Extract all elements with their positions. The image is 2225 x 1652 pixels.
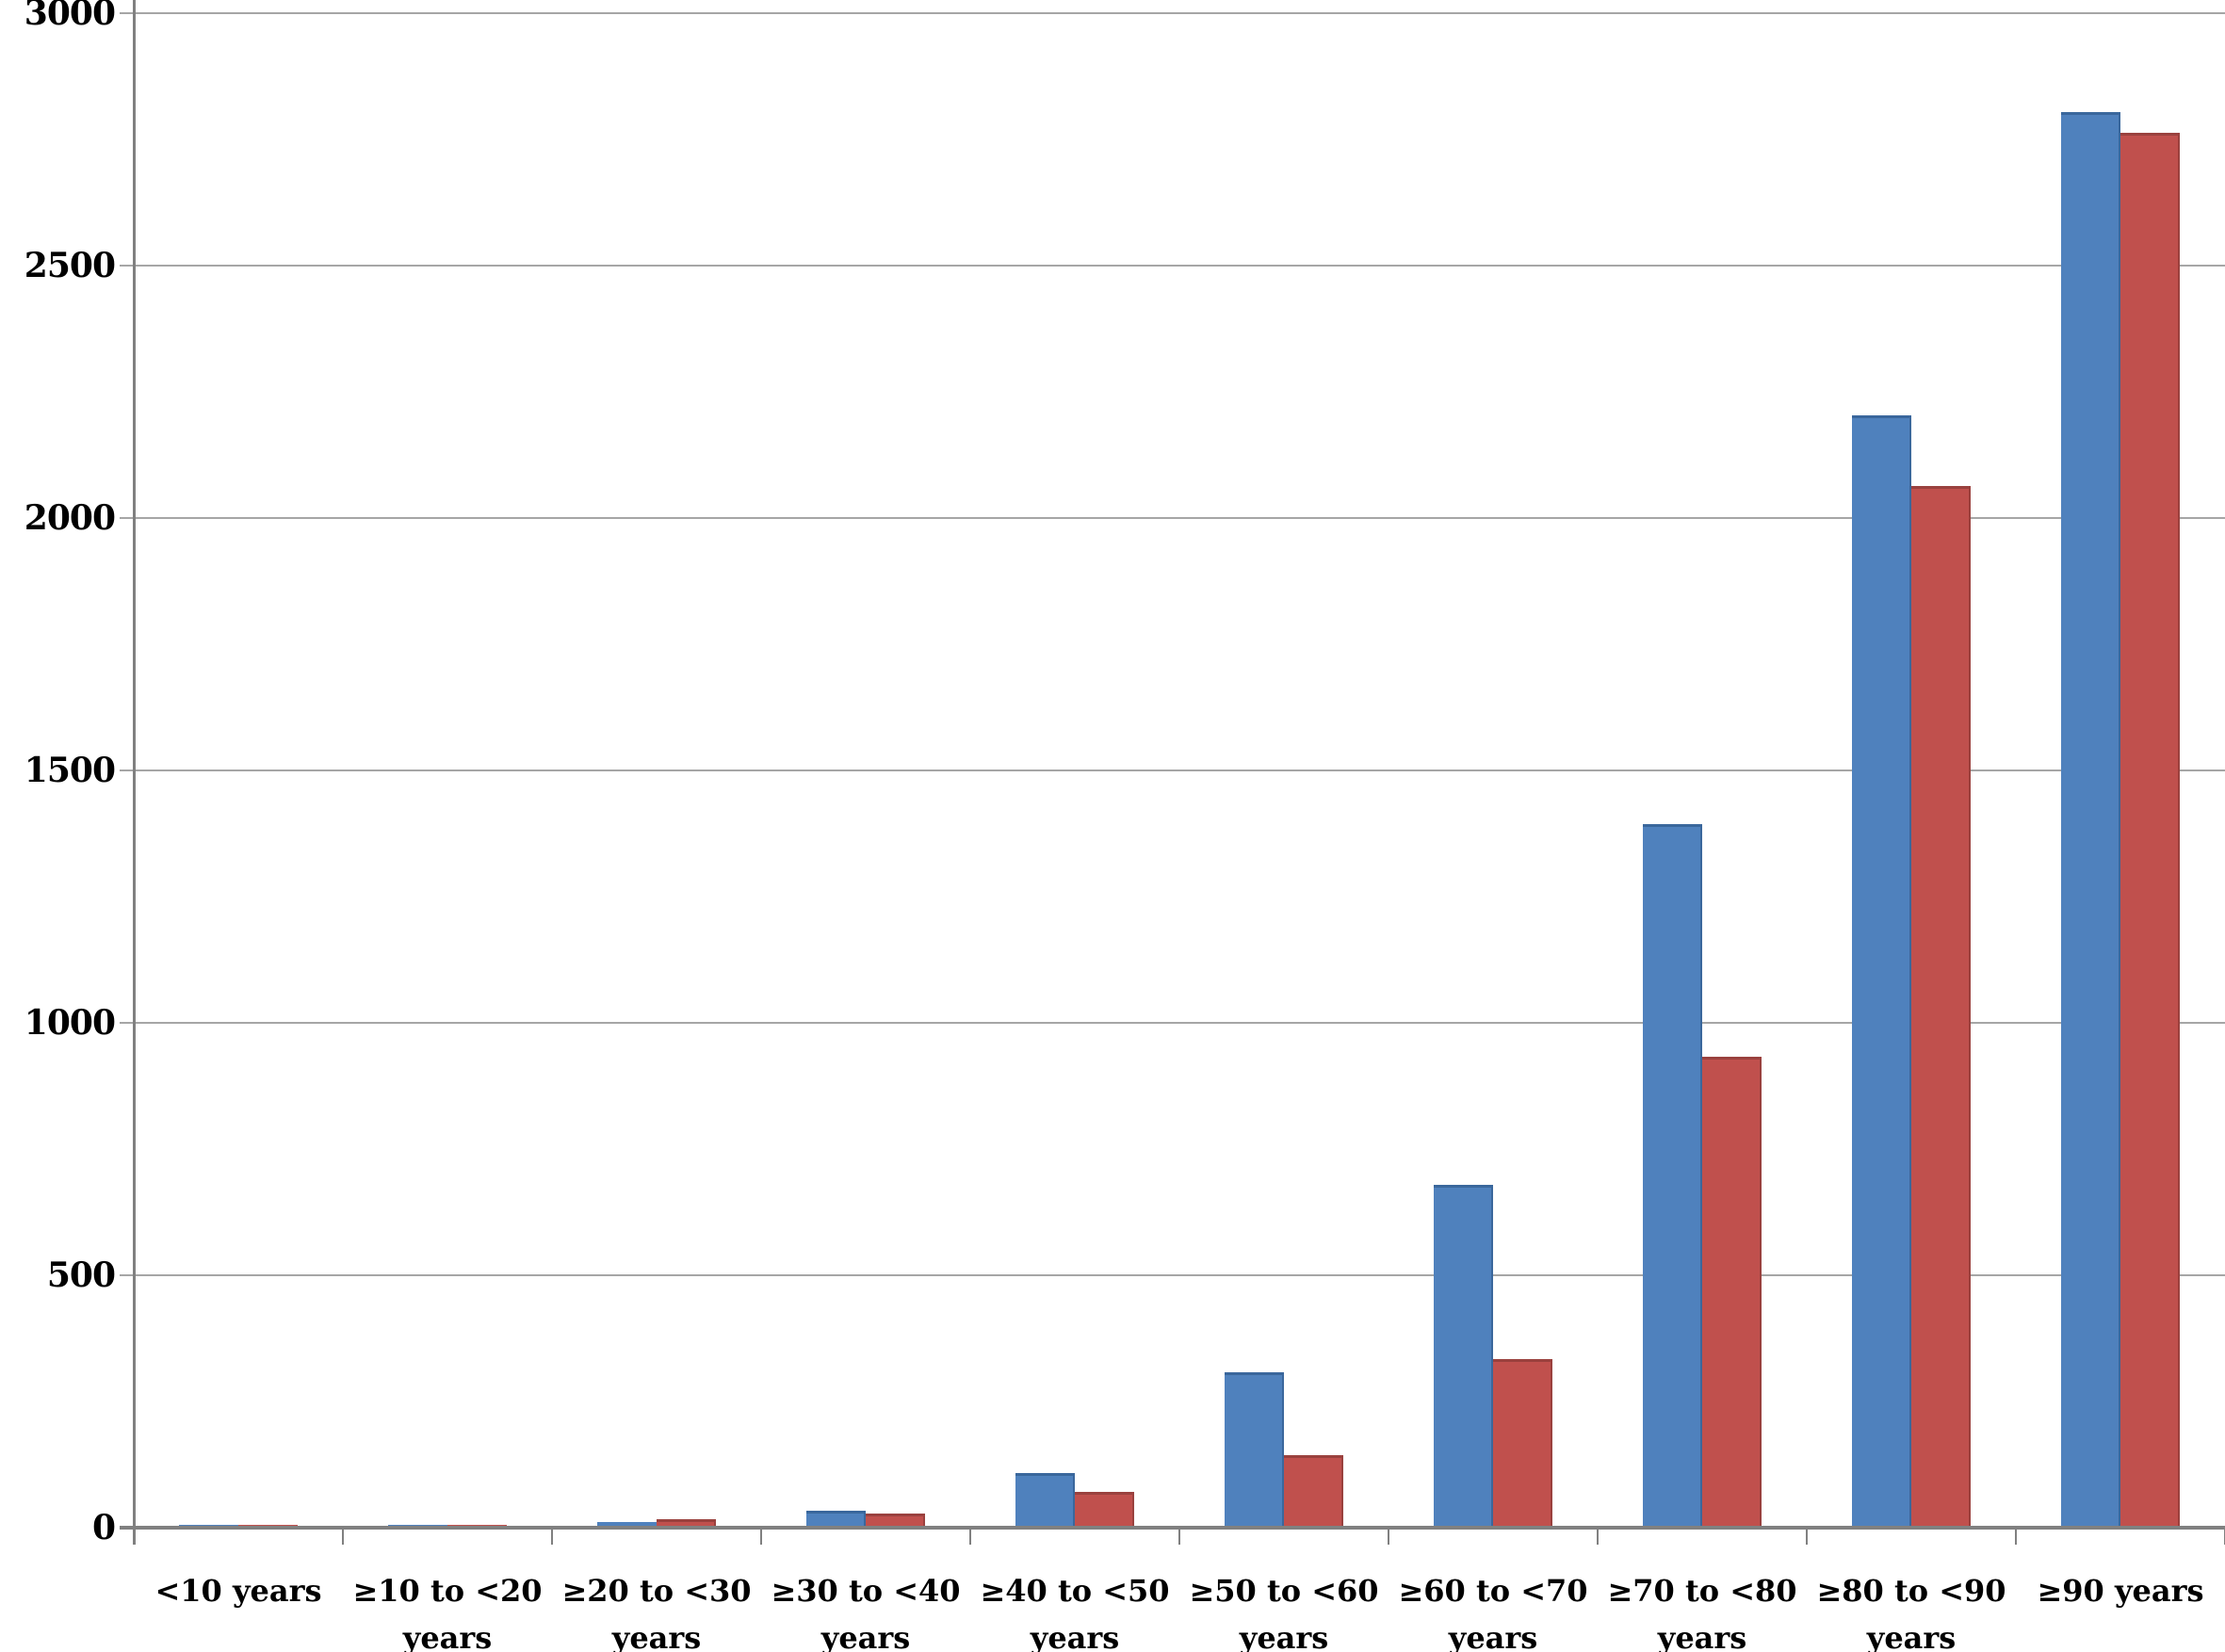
bar-red-series-cat7: [1493, 1359, 1552, 1526]
x-axis-tick-8: [1806, 1528, 1808, 1545]
bar-blue-series-cat8: [1643, 823, 1702, 1526]
bar-blue-series-cat2: [388, 1524, 447, 1526]
bar-blue-series-cat1: [179, 1525, 238, 1526]
x-category-label-line: ≥30 to <40: [771, 1573, 961, 1609]
y-tick-label-1500: 1500: [24, 751, 116, 790]
x-axis-tick-3: [760, 1528, 762, 1545]
x-category-label-line: years: [1239, 1620, 1329, 1652]
x-category-label-line: years: [1030, 1620, 1120, 1652]
y-tick-label-2000: 2000: [24, 498, 116, 538]
x-category-label-line: <10 years: [154, 1573, 322, 1609]
x-category-label-line: ≥90 years: [2037, 1573, 2204, 1609]
x-category-label-4: ≥30 to <40 years: [761, 1567, 970, 1652]
bar-blue-series-cat6: [1225, 1371, 1284, 1526]
y-tick-label-500: 500: [46, 1255, 116, 1295]
bar-blue-series-cat5: [1015, 1472, 1075, 1526]
y-tick-label-2500: 2500: [24, 246, 116, 285]
x-category-label-10: ≥90 years: [2016, 1567, 2225, 1614]
x-category-label-7: ≥60 to <70 years: [1389, 1567, 1598, 1652]
x-category-label-line: years: [1657, 1620, 1747, 1652]
x-category-label-5: ≥40 to <50 years: [970, 1567, 1179, 1652]
x-axis-tick-9: [2015, 1528, 2017, 1545]
x-category-label-line: years: [402, 1620, 493, 1652]
y-tick-label-0: 0: [91, 1508, 116, 1547]
x-axis-tick-7: [1597, 1528, 1599, 1545]
x-category-label-line: years: [820, 1620, 911, 1652]
bar-blue-series-cat10: [2061, 112, 2120, 1526]
gridline-500: [120, 1274, 2225, 1276]
y-axis-line: [133, 0, 136, 1545]
bar-red-series-cat8: [1702, 1056, 1762, 1526]
x-category-label-line: ≥60 to <70: [1398, 1573, 1588, 1609]
bar-red-series-cat2: [447, 1524, 507, 1526]
x-category-label-line: ≥50 to <60: [1189, 1573, 1379, 1609]
y-tick-label-3000: 3000: [24, 0, 116, 33]
bar-red-series-cat3: [657, 1519, 716, 1526]
gridline-3000: [120, 12, 2225, 14]
x-category-label-9: ≥80 to <90 years: [1807, 1567, 2016, 1652]
x-category-label-1: <10 years: [134, 1567, 343, 1614]
x-category-label-8: ≥70 to <80 years: [1598, 1567, 1807, 1652]
x-category-label-line: ≥70 to <80: [1607, 1573, 1797, 1609]
x-axis-tick-0: [133, 1528, 135, 1545]
y-tick-label-1000: 1000: [24, 1003, 116, 1043]
x-category-label-3: ≥20 to <30 years: [552, 1567, 761, 1652]
bar-blue-series-cat3: [597, 1521, 657, 1526]
x-category-label-line: years: [1866, 1620, 1957, 1652]
x-category-label-line: ≥20 to <30: [561, 1573, 752, 1609]
x-category-label-line: years: [611, 1620, 702, 1652]
gridline-1000: [120, 1022, 2225, 1024]
bar-red-series-cat1: [238, 1525, 298, 1526]
bar-red-series-cat6: [1284, 1454, 1343, 1526]
x-axis-line: [120, 1526, 2225, 1530]
x-category-label-line: ≥40 to <50: [980, 1573, 1170, 1609]
x-category-label-2: ≥10 to <20 years: [343, 1567, 552, 1652]
x-category-label-line: years: [1448, 1620, 1538, 1652]
bar-red-series-cat4: [866, 1513, 925, 1526]
gridline-2000: [120, 517, 2225, 519]
x-axis-tick-4: [969, 1528, 971, 1545]
x-axis-tick-2: [551, 1528, 553, 1545]
x-axis-tick-1: [342, 1528, 344, 1545]
x-category-label-line: ≥10 to <20: [352, 1573, 543, 1609]
bar-red-series-cat10: [2120, 132, 2180, 1526]
bar-blue-series-cat4: [806, 1510, 866, 1526]
gridline-2500: [120, 265, 2225, 267]
x-axis-tick-6: [1388, 1528, 1389, 1545]
gridline-1500: [120, 769, 2225, 771]
bar-blue-series-cat7: [1434, 1185, 1493, 1526]
x-axis-tick-5: [1178, 1528, 1180, 1545]
x-category-label-line: ≥80 to <90: [1816, 1573, 2006, 1609]
bar-red-series-cat9: [1911, 485, 1971, 1526]
x-category-label-6: ≥50 to <60 years: [1179, 1567, 1389, 1652]
bar-red-series-cat5: [1075, 1491, 1134, 1526]
bar-blue-series-cat9: [1852, 414, 1911, 1526]
